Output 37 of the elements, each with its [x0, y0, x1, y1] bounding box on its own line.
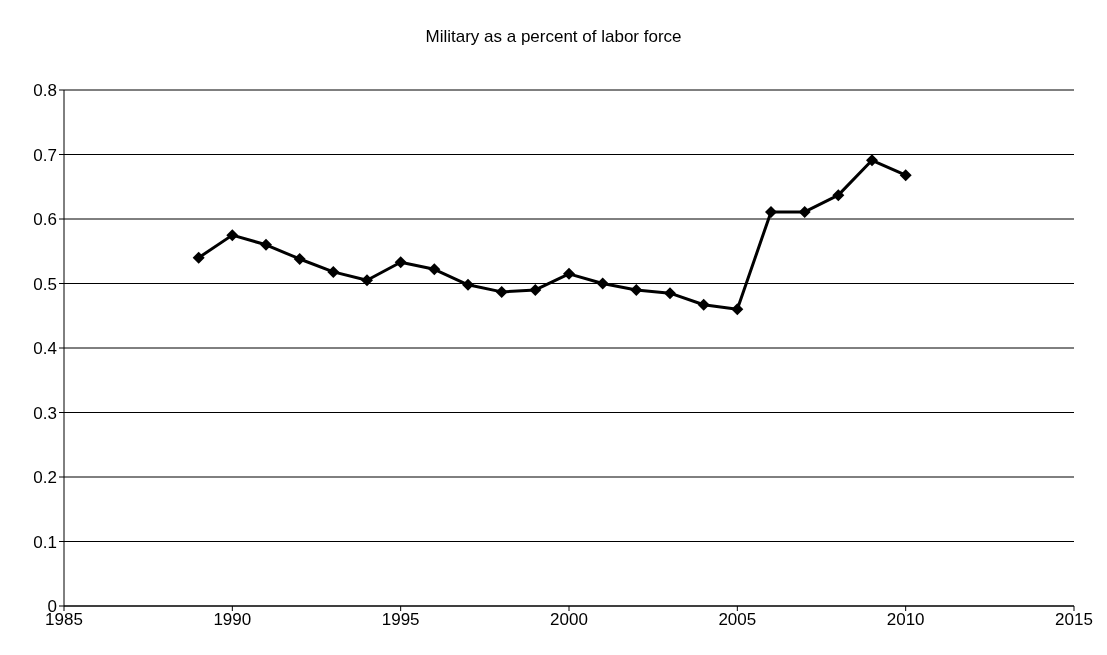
point	[731, 303, 744, 316]
point	[664, 287, 676, 300]
y-tick-label: 0.4	[33, 339, 57, 359]
point	[361, 274, 373, 287]
x-tick-label: 2005	[718, 610, 757, 630]
point	[596, 277, 609, 290]
point	[899, 169, 912, 182]
point	[192, 251, 205, 264]
point	[630, 283, 643, 296]
point	[765, 205, 777, 218]
point	[798, 205, 811, 218]
y-tick-label: 0.1	[33, 532, 57, 552]
x-tick-label: 1995	[381, 610, 420, 630]
y-tick-label: 0.8	[33, 81, 57, 101]
y-tick-label: 0.6	[33, 210, 57, 230]
x-tick-label: 2010	[886, 610, 925, 630]
y-tick-label: 0.2	[33, 468, 57, 488]
point	[394, 256, 407, 269]
y-tick-label: 0.5	[33, 274, 57, 294]
point	[293, 252, 306, 265]
point	[697, 298, 710, 311]
y-tick-label: 0.3	[33, 403, 57, 423]
point	[260, 238, 272, 251]
x-tick-label: 1990	[213, 610, 252, 630]
x-tick-label: 2015	[1055, 610, 1093, 630]
chart-title: Military as a percent of labor force	[424, 27, 683, 47]
point	[428, 263, 441, 276]
point	[226, 229, 239, 242]
point	[495, 285, 508, 298]
x-tick-label: 2000	[550, 610, 588, 630]
point	[327, 265, 340, 278]
point	[462, 278, 474, 291]
point	[832, 189, 845, 202]
point	[866, 154, 878, 167]
point	[563, 267, 575, 280]
y-tick-label: 0.7	[33, 145, 57, 165]
point	[529, 283, 542, 296]
